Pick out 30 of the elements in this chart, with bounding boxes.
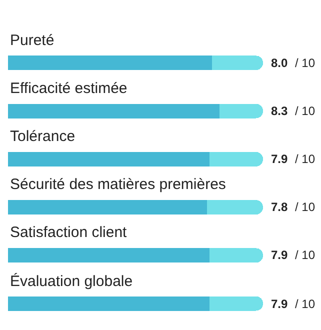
text: / 10 (295, 152, 316, 166)
y-tick-label: Pureté (10, 32, 54, 49)
data-label: 7.9 (271, 152, 288, 166)
bar (209, 152, 263, 166)
y-tick-label: Satisfaction client (10, 224, 128, 241)
text: / 10 (295, 56, 316, 70)
bar (8, 200, 207, 215)
bar (8, 296, 210, 311)
data-label: 7.9 (271, 248, 288, 262)
bar (209, 296, 263, 311)
text: / 10 (295, 200, 316, 214)
y-tick-label: Sécurité des matières premières (10, 176, 226, 193)
y-tick-label: Efficacité estimée (10, 80, 128, 97)
text: / 10 (295, 297, 316, 311)
data-label: 7.9 (271, 297, 288, 311)
y-tick-label: Évaluation globale (10, 272, 133, 290)
bar (220, 104, 263, 118)
text: / 10 (295, 104, 316, 118)
y-tick-label: Tolérance (10, 128, 76, 145)
bar (8, 56, 212, 70)
bar (8, 152, 210, 166)
data-label: 7.8 (271, 200, 288, 214)
bar (8, 248, 210, 263)
bar (8, 104, 220, 118)
text: / 10 (295, 248, 316, 262)
bar (206, 200, 263, 215)
bar (212, 56, 263, 70)
bar (209, 248, 263, 263)
data-label: 8.0 (271, 56, 288, 70)
data-label: 8.3 (271, 104, 288, 118)
